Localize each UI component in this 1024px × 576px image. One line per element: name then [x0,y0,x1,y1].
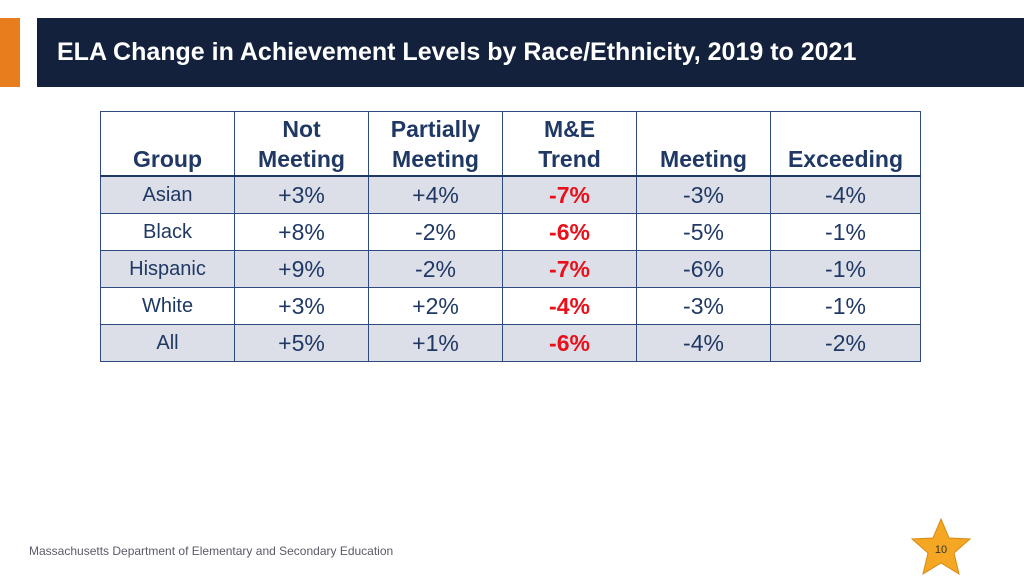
me-trend-cell: -4% [502,287,637,325]
not-meeting-cell: +9% [234,250,369,288]
accent-bar [0,18,20,87]
not-meeting-cell: +3% [234,175,369,214]
exceeding-cell: -1% [770,213,921,251]
group-cell: Asian [100,175,235,214]
table-row: Hispanic +9% -2% -7% -6% -1% [100,250,921,288]
footer-organization: Massachusetts Department of Elementary a… [29,544,394,558]
header-row: Group Not Meeting Partially Meeting M&E Tre… [100,111,921,177]
meeting-cell: -4% [636,324,771,362]
group-cell: Hispanic [100,250,235,288]
me-trend-cell: -6% [502,324,637,362]
group-cell: Black [100,213,235,251]
meeting-cell: -3% [636,287,771,325]
header-partially-meeting: Partially Meeting [368,111,503,177]
meeting-cell: -5% [636,213,771,251]
table-row: Asian +3% +4% -7% -3% -4% [100,175,921,214]
meeting-cell: -6% [636,250,771,288]
header-meeting: Meeting [636,111,771,177]
table-row: Black +8% -2% -6% -5% -1% [100,213,921,251]
partially-meeting-cell: +4% [368,175,503,214]
table-row: All +5% +1% -6% -4% -2% [100,324,921,362]
star-icon [910,517,972,576]
group-cell: White [100,287,235,325]
title-bar: ELA Change in Achievement Levels by Race… [37,18,1024,87]
header-exceeding: Exceeding [770,111,921,177]
meeting-cell: -3% [636,175,771,214]
header-group: Group [100,111,235,177]
table-row: White +3% +2% -4% -3% -1% [100,287,921,325]
me-trend-cell: -6% [502,213,637,251]
exceeding-cell: -1% [770,287,921,325]
achievement-table: Group Not Meeting Partially Meeting M&E Tre… [100,111,921,362]
header-me-trend: M&E Trend [502,111,637,177]
not-meeting-cell: +5% [234,324,369,362]
not-meeting-cell: +8% [234,213,369,251]
header-not-meeting: Not Meeting [234,111,369,177]
not-meeting-cell: +3% [234,287,369,325]
group-cell: All [100,324,235,362]
exceeding-cell: -4% [770,175,921,214]
page-number: 10 [934,544,948,556]
me-trend-cell: -7% [502,175,637,214]
partially-meeting-cell: +2% [368,287,503,325]
me-trend-cell: -7% [502,250,637,288]
partially-meeting-cell: -2% [368,250,503,288]
exceeding-cell: -1% [770,250,921,288]
exceeding-cell: -2% [770,324,921,362]
partially-meeting-cell: -2% [368,213,503,251]
partially-meeting-cell: +1% [368,324,503,362]
slide-title: ELA Change in Achievement Levels by Race… [57,38,857,66]
